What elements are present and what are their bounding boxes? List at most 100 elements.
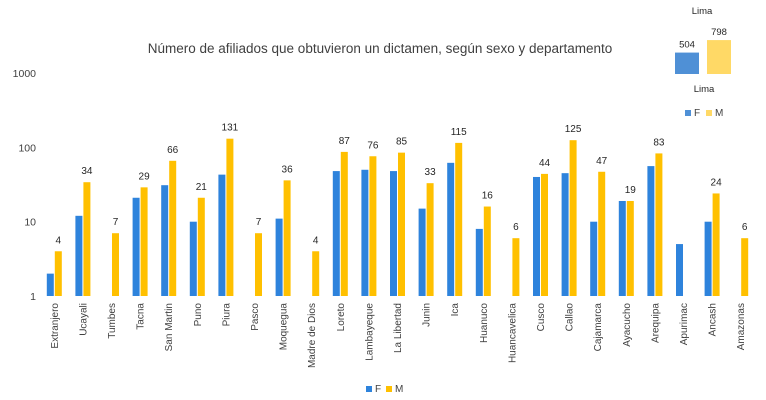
- bar-f: [275, 218, 283, 296]
- category-label: Moquegua: [279, 303, 290, 351]
- data-label: 16: [482, 191, 494, 202]
- bar-f: [75, 215, 83, 296]
- category-label: Amazonas: [736, 303, 747, 350]
- bar-m: [455, 142, 463, 296]
- bar-m: [483, 206, 491, 296]
- chart-title: Número de afiliados que obtuvieron un di…: [148, 41, 613, 56]
- inset-data-label: 798: [711, 27, 727, 38]
- category-label: Junin: [422, 303, 433, 327]
- inset-bar-m: [707, 40, 731, 74]
- legend-swatch-f: [366, 386, 372, 392]
- bar-f: [189, 221, 197, 296]
- data-label: 66: [167, 145, 179, 156]
- bar-m: [54, 251, 62, 296]
- bar-m: [112, 233, 119, 296]
- bar-m: [283, 180, 291, 296]
- data-label: 85: [396, 137, 408, 148]
- inset-legend-swatch-m: [706, 110, 712, 116]
- category-label: San Martin: [164, 303, 175, 351]
- data-label: 4: [313, 235, 319, 246]
- category-label: Madre de Dios: [307, 303, 318, 368]
- bar-f: [618, 200, 626, 296]
- bar-f: [704, 221, 712, 296]
- y-tick-label: 10: [24, 217, 36, 229]
- bar-f: [561, 173, 569, 296]
- bar-m: [312, 251, 320, 296]
- bar-m: [398, 152, 405, 296]
- data-label: 36: [282, 164, 294, 175]
- bar-m: [83, 182, 91, 296]
- bar-f: [46, 273, 54, 296]
- data-label: 115: [451, 127, 467, 138]
- bar-m: [426, 183, 434, 296]
- legend-swatch-m: [386, 386, 392, 392]
- data-label: 7: [256, 217, 262, 228]
- category-label: Ayacucho: [622, 303, 633, 347]
- category-label: Ancash: [708, 303, 719, 336]
- bar-f: [132, 197, 140, 296]
- bar-m: [512, 238, 520, 296]
- bar-f: [676, 244, 683, 296]
- inset-title: Lima: [692, 6, 713, 17]
- data-label: 6: [513, 222, 519, 233]
- bar-f: [447, 162, 455, 296]
- bar-f: [161, 185, 169, 296]
- bar-m: [598, 171, 606, 296]
- inset-legend-label-f: F: [694, 108, 700, 119]
- category-label: Lambayeque: [364, 303, 375, 361]
- bar-f: [418, 208, 426, 296]
- category-label: La Libertad: [393, 303, 404, 353]
- category-label: Huanuco: [479, 303, 490, 343]
- bar-f: [533, 176, 540, 296]
- bar-f: [218, 174, 226, 296]
- y-tick-label: 1000: [13, 68, 37, 80]
- data-label: 76: [367, 140, 379, 151]
- data-label: 7: [113, 217, 119, 228]
- category-label: Piura: [221, 303, 232, 327]
- bar-m: [340, 151, 348, 296]
- bar-f: [647, 166, 655, 296]
- data-label: 87: [339, 136, 351, 147]
- inset-bar-f: [675, 52, 699, 74]
- category-label: Huancavelica: [507, 303, 518, 363]
- legend-label-f: F: [375, 384, 381, 395]
- bar-f: [361, 169, 369, 296]
- bar-m: [741, 238, 749, 296]
- category-label: Callao: [565, 303, 576, 332]
- legend-label-m: M: [395, 384, 403, 395]
- data-label: 4: [56, 235, 62, 246]
- data-label: 83: [653, 137, 665, 148]
- bar-m: [197, 197, 205, 296]
- bar-m: [140, 187, 148, 296]
- bar-m: [541, 173, 548, 296]
- category-label: Ucayali: [78, 303, 89, 336]
- bar-m: [655, 153, 663, 296]
- data-label: 21: [196, 182, 208, 193]
- category-label: Cajamarca: [593, 303, 604, 352]
- bar-m: [569, 140, 577, 296]
- data-label: 47: [596, 156, 608, 167]
- data-label: 44: [539, 158, 551, 169]
- category-label: Apurimac: [679, 303, 690, 345]
- bar-f: [332, 171, 340, 296]
- category-label: Tumbes: [107, 303, 118, 339]
- bar-m: [255, 233, 262, 296]
- category-label: Pasco: [250, 303, 261, 331]
- data-label: 19: [625, 185, 637, 196]
- category-label: Tacna: [136, 303, 147, 330]
- bar-m: [369, 156, 377, 296]
- category-label: Puno: [193, 303, 204, 327]
- inset-category-label: Lima: [694, 84, 715, 95]
- y-tick-label: 1: [30, 291, 36, 303]
- y-tick-label: 100: [18, 142, 36, 154]
- bar-m: [626, 200, 634, 296]
- data-label: 33: [425, 167, 437, 178]
- data-label: 131: [222, 123, 239, 134]
- bar-f: [475, 228, 483, 296]
- data-label: 34: [81, 166, 93, 177]
- data-label: 6: [742, 222, 748, 233]
- bar-m: [169, 160, 177, 296]
- bar-m: [712, 193, 720, 296]
- bar-m: [226, 138, 234, 296]
